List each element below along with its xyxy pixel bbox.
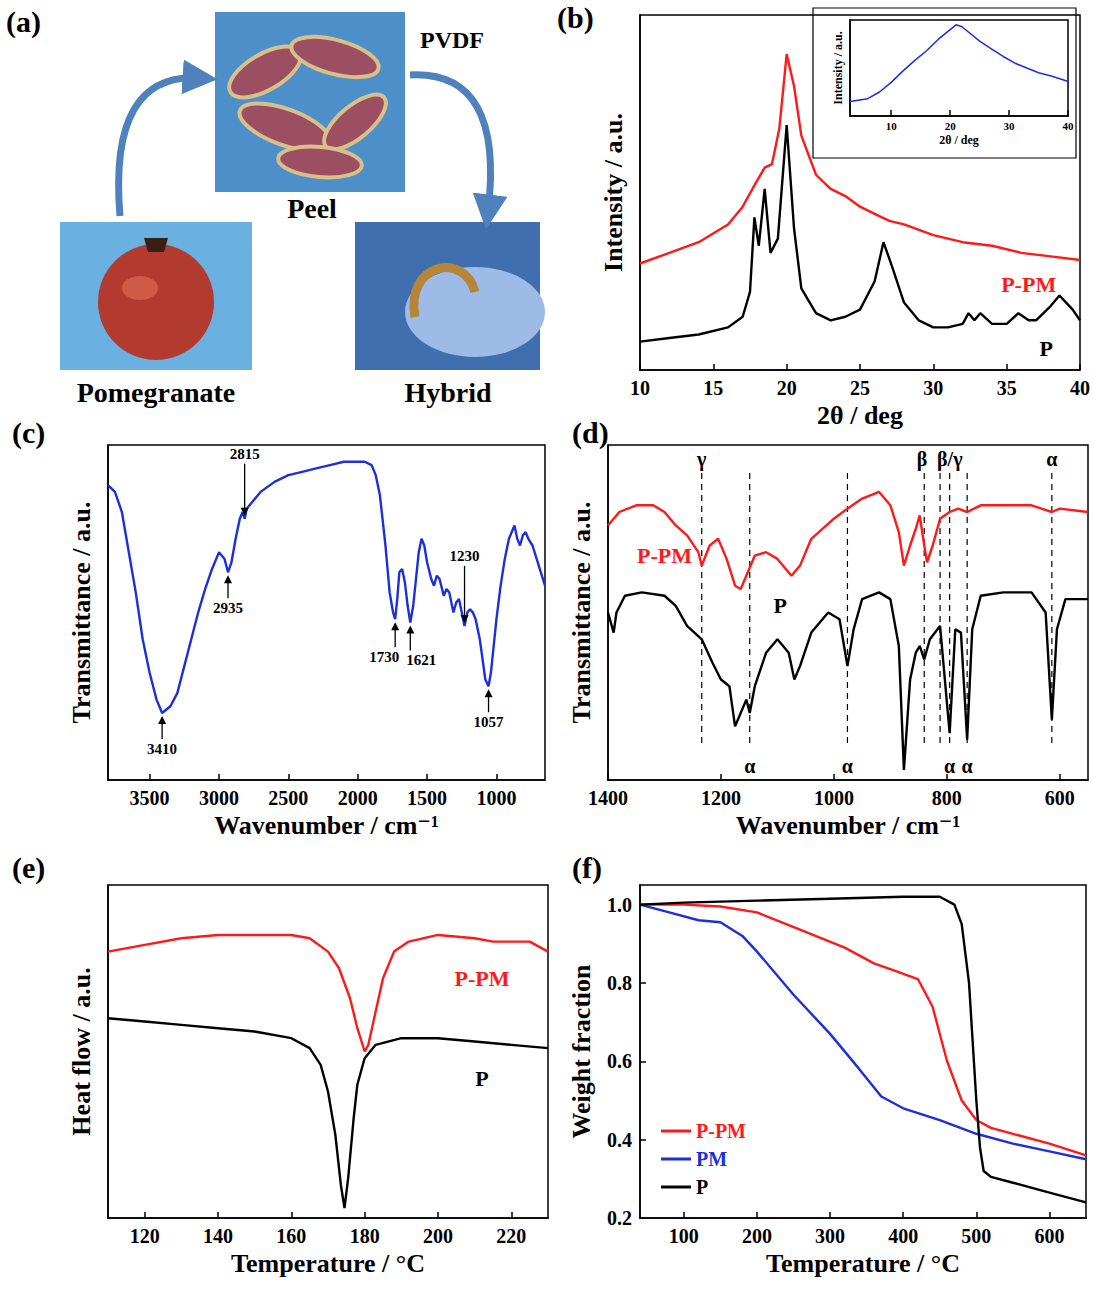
svg-text:Temperature / °C: Temperature / °C bbox=[231, 1249, 425, 1278]
svg-text:40: 40 bbox=[1070, 377, 1090, 399]
svg-text:P: P bbox=[774, 593, 787, 618]
svg-text:1200: 1200 bbox=[701, 787, 741, 809]
svg-text:2500: 2500 bbox=[268, 787, 308, 809]
svg-text:P: P bbox=[1040, 336, 1053, 361]
svg-text:35: 35 bbox=[997, 377, 1017, 399]
svg-text:1500: 1500 bbox=[407, 787, 447, 809]
svg-text:β/γ: β/γ bbox=[937, 448, 963, 471]
svg-text:2θ / deg: 2θ / deg bbox=[939, 133, 979, 147]
svg-text:P-PM: P-PM bbox=[1001, 272, 1056, 297]
svg-text:3000: 3000 bbox=[199, 787, 239, 809]
svg-text:140: 140 bbox=[203, 1225, 233, 1247]
svg-text:500: 500 bbox=[961, 1225, 991, 1247]
svg-text:3500: 3500 bbox=[130, 787, 170, 809]
svg-text:0.6: 0.6 bbox=[607, 1050, 632, 1072]
svg-text:α: α bbox=[1046, 448, 1057, 470]
svg-text:1057: 1057 bbox=[474, 714, 505, 730]
svg-text:200: 200 bbox=[742, 1225, 772, 1247]
svg-text:40: 40 bbox=[1063, 120, 1075, 132]
svg-text:2θ / deg: 2θ / deg bbox=[817, 401, 903, 430]
svg-text:Intensity / a.u.: Intensity / a.u. bbox=[831, 31, 845, 104]
svg-text:Wavenumber / cm⁻¹: Wavenumber / cm⁻¹ bbox=[214, 811, 439, 840]
svg-text:180: 180 bbox=[350, 1225, 380, 1247]
svg-text:α: α bbox=[962, 755, 973, 777]
svg-text:Intensity / a.u.: Intensity / a.u. bbox=[599, 113, 628, 272]
svg-text:30: 30 bbox=[923, 377, 943, 399]
svg-text:15: 15 bbox=[703, 377, 723, 399]
svg-text:2000: 2000 bbox=[338, 787, 378, 809]
svg-text:Temperature / °C: Temperature / °C bbox=[766, 1249, 960, 1278]
svg-text:100: 100 bbox=[669, 1225, 699, 1247]
svg-text:400: 400 bbox=[888, 1225, 918, 1247]
svg-text:Peel: Peel bbox=[287, 193, 337, 224]
svg-text:1000: 1000 bbox=[476, 787, 516, 809]
svg-text:β: β bbox=[917, 448, 928, 471]
svg-text:Wavenumber / cm⁻¹: Wavenumber / cm⁻¹ bbox=[736, 811, 961, 840]
svg-text:800: 800 bbox=[932, 787, 962, 809]
svg-text:2815: 2815 bbox=[230, 446, 260, 462]
svg-text:P: P bbox=[475, 1066, 488, 1091]
svg-text:(c): (c) bbox=[12, 416, 45, 450]
svg-text:2935: 2935 bbox=[213, 600, 243, 616]
svg-text:1621: 1621 bbox=[406, 652, 436, 668]
svg-text:1230: 1230 bbox=[450, 548, 480, 564]
svg-text:1000: 1000 bbox=[814, 787, 854, 809]
svg-text:600: 600 bbox=[1045, 787, 1075, 809]
svg-text:(b): (b) bbox=[557, 1, 594, 35]
svg-text:α: α bbox=[744, 755, 755, 777]
svg-text:Transmittance / a.u.: Transmittance / a.u. bbox=[67, 502, 96, 724]
svg-text:Weight fraction: Weight fraction bbox=[567, 964, 596, 1139]
svg-text:200: 200 bbox=[423, 1225, 453, 1247]
svg-text:1730: 1730 bbox=[369, 649, 399, 665]
svg-text:(f): (f) bbox=[572, 851, 602, 885]
svg-text:Pomegranate: Pomegranate bbox=[77, 377, 236, 408]
svg-text:α: α bbox=[944, 755, 955, 777]
svg-text:(a): (a) bbox=[6, 5, 41, 39]
svg-text:PM: PM bbox=[696, 1148, 727, 1170]
svg-text:P: P bbox=[696, 1176, 708, 1198]
svg-text:25: 25 bbox=[850, 377, 870, 399]
svg-text:γ: γ bbox=[696, 448, 707, 471]
svg-text:P-PM: P-PM bbox=[637, 543, 692, 568]
svg-text:PVDF: PVDF bbox=[420, 27, 484, 53]
svg-text:0.2: 0.2 bbox=[607, 1207, 632, 1229]
svg-text:(d): (d) bbox=[572, 416, 609, 450]
svg-text:10: 10 bbox=[630, 377, 650, 399]
svg-text:160: 160 bbox=[276, 1225, 306, 1247]
svg-text:220: 220 bbox=[496, 1225, 526, 1247]
svg-text:(e): (e) bbox=[12, 851, 45, 885]
svg-text:Hybrid: Hybrid bbox=[404, 377, 492, 408]
svg-text:120: 120 bbox=[130, 1225, 160, 1247]
svg-text:20: 20 bbox=[777, 377, 797, 399]
svg-text:α: α bbox=[842, 755, 853, 777]
svg-text:300: 300 bbox=[815, 1225, 845, 1247]
svg-text:P-PM: P-PM bbox=[696, 1120, 746, 1142]
svg-text:0.8: 0.8 bbox=[607, 972, 632, 994]
svg-text:1.0: 1.0 bbox=[607, 894, 632, 916]
svg-text:30: 30 bbox=[1004, 120, 1016, 132]
svg-text:1400: 1400 bbox=[588, 787, 628, 809]
svg-text:0.4: 0.4 bbox=[607, 1129, 632, 1151]
svg-text:Transmittance / a.u.: Transmittance / a.u. bbox=[567, 502, 596, 724]
svg-text:Heat flow / a.u.: Heat flow / a.u. bbox=[67, 967, 96, 1135]
svg-text:3410: 3410 bbox=[147, 741, 177, 757]
svg-text:P-PM: P-PM bbox=[455, 966, 510, 991]
svg-text:10: 10 bbox=[886, 120, 898, 132]
svg-text:20: 20 bbox=[945, 120, 957, 132]
svg-text:600: 600 bbox=[1034, 1225, 1064, 1247]
